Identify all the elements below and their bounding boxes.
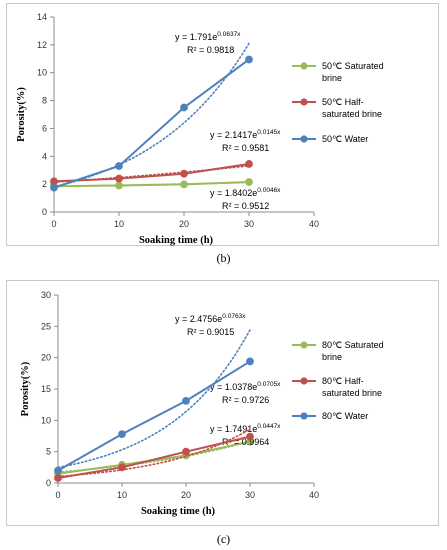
series-line-1 xyxy=(53,162,250,183)
data-point xyxy=(245,55,253,64)
legend-label-2: 80℃ Water xyxy=(322,411,368,421)
y-tick-label: 10 xyxy=(37,68,47,78)
y-tick-label: 6 xyxy=(42,123,47,133)
x-tick-label: 0 xyxy=(51,219,56,229)
y-tick-label: 30 xyxy=(41,290,51,300)
x-axis-title: Soaking time (h) xyxy=(141,506,216,517)
legend-marker-0 xyxy=(300,341,308,349)
chart-frame-c xyxy=(6,280,439,526)
data-point xyxy=(246,432,254,441)
y-tick-label: 0 xyxy=(46,478,51,488)
legend-label-1: saturated brine xyxy=(322,388,382,398)
series-line-2 xyxy=(57,360,251,472)
equation-exponent: 0.0046x xyxy=(257,187,281,194)
y-tick-label: 8 xyxy=(42,96,47,106)
x-axis-title: Soaking time (h) xyxy=(139,235,214,246)
data-point xyxy=(246,357,254,366)
x-tick-label: 20 xyxy=(181,490,191,500)
r-squared-0: R² = 0.9964 xyxy=(222,437,269,447)
legend-label-0: 80℃ Saturated xyxy=(322,340,384,350)
x-tick-label: 40 xyxy=(309,490,319,500)
y-tick-label: 20 xyxy=(41,353,51,363)
series-line-2 xyxy=(53,58,250,189)
legend-label-1: 50℃ Half- xyxy=(322,97,364,107)
data-point xyxy=(180,103,188,112)
legend-marker-2 xyxy=(300,135,308,143)
x-tick-label: 20 xyxy=(179,219,189,229)
data-point xyxy=(245,160,253,168)
data-point xyxy=(115,162,123,170)
data-point xyxy=(180,180,188,189)
y-tick-label: 25 xyxy=(41,321,51,331)
data-point xyxy=(182,447,190,456)
legend-marker-2 xyxy=(300,412,308,420)
y-tick-label: 0 xyxy=(42,207,47,217)
r-squared-2: R² = 0.9015 xyxy=(187,327,234,337)
data-point xyxy=(54,474,62,482)
chart-panel-b: 0 2 4 6 8 10 12 14 0 10 20 30 40 Soaking time (h) Poro… xyxy=(0,0,447,268)
y-axis-title: Porosity(%) xyxy=(20,361,31,416)
data-point xyxy=(180,169,188,178)
trendline-equation-0: y = 1.7491e0.0447x xyxy=(210,423,281,434)
series-line-0 xyxy=(53,181,250,188)
data-point xyxy=(182,397,190,405)
x-tick-label: 10 xyxy=(114,219,124,229)
porosity-chart-80c: 0 5 10 15 20 25 30 0 10 20 30 40 Soaking time (h) Por… xyxy=(20,290,384,517)
trendline-2 xyxy=(53,42,250,188)
y-tick-label: 10 xyxy=(41,415,51,425)
y-tick-label: 15 xyxy=(41,384,51,394)
trendline-2 xyxy=(57,329,251,469)
legend-marker-0 xyxy=(300,62,308,70)
figure-caption-c: (c) xyxy=(216,532,231,546)
legend-label-0: 50℃ Saturated xyxy=(322,61,384,71)
r-squared-2: R² = 0.9818 xyxy=(187,45,234,55)
legend-label-2: 50℃ Water xyxy=(322,134,368,144)
equation-exponent: 0.0637x xyxy=(217,31,241,38)
y-tick-label: 5 xyxy=(46,447,51,457)
y-tick-label: 14 xyxy=(37,12,47,22)
trendline-equation-1: y = 2.1417e0.0145x xyxy=(210,129,281,140)
chart-frame-b xyxy=(6,3,439,246)
x-tick-label: 30 xyxy=(244,219,254,229)
data-point xyxy=(54,466,62,475)
legend-marker-1 xyxy=(300,98,308,106)
y-tick-label: 4 xyxy=(42,151,47,161)
r-squared-0: R² = 0.9512 xyxy=(222,201,269,211)
equation-exponent: 0.0447x xyxy=(257,423,281,430)
legend-marker-1 xyxy=(300,377,308,385)
r-squared-1: R² = 0.9726 xyxy=(222,395,269,405)
data-point xyxy=(118,463,126,472)
legend-label-0: brine xyxy=(322,352,342,362)
x-tick-label: 40 xyxy=(309,219,319,229)
legend-label-0: brine xyxy=(322,73,342,83)
equation-exponent: 0.0705x xyxy=(257,381,281,388)
y-axis-title: Porosity(%) xyxy=(16,87,27,142)
x-tick-label: 0 xyxy=(55,490,60,500)
x-tick-label: 10 xyxy=(117,490,127,500)
equation-exponent: 0.0763x xyxy=(222,313,246,320)
trendline-equation-2: y = 1.791e0.0637x xyxy=(175,31,241,42)
x-tick-label: 30 xyxy=(245,490,255,500)
data-point xyxy=(50,183,58,192)
data-point xyxy=(115,181,123,190)
series-line-1 xyxy=(57,435,251,479)
data-point xyxy=(245,178,253,186)
trendline-equation-1: y = 1.0378e0.0705x xyxy=(210,381,281,392)
equation-exponent: 0.0145x xyxy=(257,129,281,136)
trendline-equation-0: y = 1.8402e0.0046x xyxy=(210,187,281,198)
y-tick-label: 12 xyxy=(37,40,47,50)
legend-label-1: saturated brine xyxy=(322,109,382,119)
r-squared-1: R² = 0.9581 xyxy=(222,143,269,153)
y-tick-label: 2 xyxy=(42,179,47,189)
chart-panel-c: 0 5 10 15 20 25 30 0 10 20 30 40 Soaking time (h) Por… xyxy=(0,278,447,550)
trendline-equation-2: y = 2.4756e0.0763x xyxy=(175,313,246,324)
figure-caption-b: (b) xyxy=(216,251,231,265)
data-point xyxy=(118,430,126,439)
porosity-chart-50c: 0 2 4 6 8 10 12 14 0 10 20 30 40 Soaking time (h) Poro… xyxy=(16,12,384,246)
legend-label-1: 80℃ Half- xyxy=(322,376,364,386)
data-point xyxy=(115,174,123,183)
